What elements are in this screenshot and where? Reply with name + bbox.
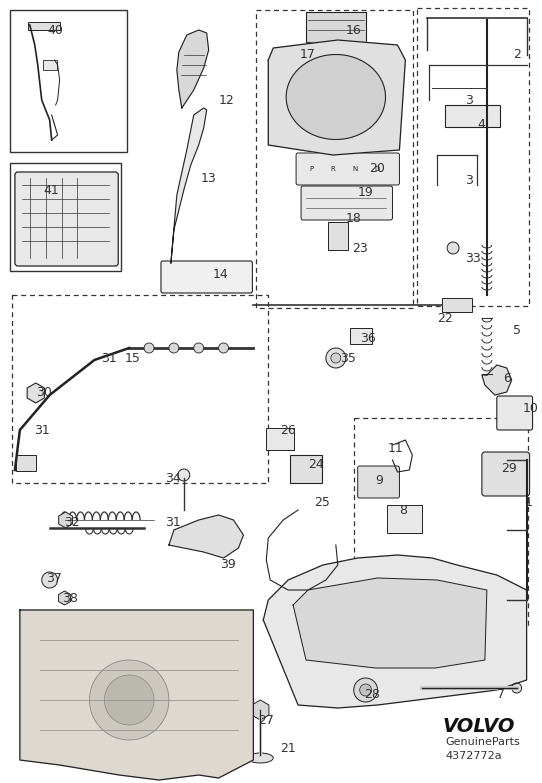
Text: 25: 25 bbox=[314, 496, 330, 508]
FancyBboxPatch shape bbox=[497, 396, 533, 430]
Text: R: R bbox=[331, 166, 335, 172]
Text: 3: 3 bbox=[465, 174, 473, 186]
Bar bbox=[10, 163, 121, 271]
Bar bbox=[10, 10, 127, 152]
Text: 3: 3 bbox=[465, 93, 473, 106]
Text: 10: 10 bbox=[522, 402, 539, 414]
Text: 16: 16 bbox=[346, 23, 362, 37]
Bar bbox=[43, 60, 56, 70]
Polygon shape bbox=[177, 30, 209, 108]
Text: 26: 26 bbox=[280, 424, 296, 436]
Text: 33: 33 bbox=[465, 251, 481, 265]
Bar bbox=[445, 105, 500, 127]
Polygon shape bbox=[20, 610, 253, 780]
Circle shape bbox=[447, 242, 459, 254]
Circle shape bbox=[360, 684, 372, 696]
Bar bbox=[290, 455, 322, 483]
Polygon shape bbox=[263, 555, 527, 708]
Text: 8: 8 bbox=[399, 503, 408, 517]
Text: 20: 20 bbox=[370, 161, 385, 175]
Bar bbox=[16, 455, 36, 471]
Text: 36: 36 bbox=[360, 331, 376, 345]
Circle shape bbox=[42, 572, 57, 588]
FancyBboxPatch shape bbox=[15, 172, 118, 266]
Circle shape bbox=[218, 343, 229, 353]
Bar bbox=[328, 222, 348, 250]
Ellipse shape bbox=[247, 753, 273, 763]
Circle shape bbox=[144, 343, 154, 353]
FancyBboxPatch shape bbox=[296, 153, 399, 185]
Bar bbox=[350, 328, 372, 344]
Text: 31: 31 bbox=[101, 352, 117, 365]
FancyBboxPatch shape bbox=[358, 466, 399, 498]
Text: 29: 29 bbox=[501, 461, 517, 474]
Text: 4: 4 bbox=[477, 118, 485, 132]
Text: 11: 11 bbox=[388, 442, 403, 454]
Circle shape bbox=[331, 353, 341, 363]
Bar bbox=[442, 298, 472, 312]
Circle shape bbox=[354, 678, 378, 702]
Ellipse shape bbox=[286, 55, 385, 139]
Bar bbox=[354, 418, 527, 626]
FancyBboxPatch shape bbox=[161, 261, 253, 293]
Text: 4372772a: 4372772a bbox=[445, 751, 502, 761]
Text: 38: 38 bbox=[62, 591, 78, 604]
Text: 37: 37 bbox=[46, 572, 62, 584]
Text: 31: 31 bbox=[165, 515, 180, 529]
Circle shape bbox=[104, 675, 154, 725]
Bar bbox=[388, 505, 422, 533]
Text: 32: 32 bbox=[63, 515, 79, 529]
Polygon shape bbox=[293, 578, 487, 668]
Text: 17: 17 bbox=[300, 49, 316, 62]
Text: 28: 28 bbox=[364, 688, 379, 702]
Circle shape bbox=[326, 348, 346, 368]
Text: P: P bbox=[309, 166, 313, 172]
Text: 23: 23 bbox=[352, 241, 367, 254]
Circle shape bbox=[512, 683, 521, 693]
Text: 6: 6 bbox=[503, 371, 511, 384]
Text: D: D bbox=[374, 166, 379, 172]
Text: GenuineParts: GenuineParts bbox=[445, 737, 520, 747]
Text: 41: 41 bbox=[44, 183, 60, 197]
Bar bbox=[266, 428, 294, 450]
Text: 40: 40 bbox=[48, 23, 63, 37]
Polygon shape bbox=[171, 108, 207, 263]
Text: 31: 31 bbox=[34, 424, 49, 436]
Text: 39: 39 bbox=[221, 558, 236, 572]
Text: 27: 27 bbox=[259, 713, 274, 727]
Text: 19: 19 bbox=[358, 186, 373, 199]
Text: 13: 13 bbox=[201, 171, 216, 185]
Text: 2: 2 bbox=[513, 49, 520, 62]
Text: 30: 30 bbox=[36, 387, 51, 399]
Text: 24: 24 bbox=[308, 459, 324, 471]
Text: 35: 35 bbox=[340, 352, 356, 365]
FancyBboxPatch shape bbox=[482, 452, 530, 496]
Text: VOLVO: VOLVO bbox=[442, 716, 515, 735]
Text: 15: 15 bbox=[124, 352, 140, 365]
Circle shape bbox=[169, 343, 179, 353]
Text: N: N bbox=[352, 166, 357, 172]
Bar bbox=[256, 10, 414, 308]
Bar bbox=[417, 8, 528, 306]
Circle shape bbox=[89, 660, 169, 740]
Text: 12: 12 bbox=[218, 93, 234, 106]
Text: 1: 1 bbox=[525, 496, 532, 508]
Text: 5: 5 bbox=[513, 323, 521, 337]
Circle shape bbox=[193, 343, 204, 353]
Polygon shape bbox=[482, 365, 512, 395]
Text: 34: 34 bbox=[165, 471, 180, 485]
FancyBboxPatch shape bbox=[301, 186, 392, 220]
Text: 14: 14 bbox=[212, 269, 228, 282]
Polygon shape bbox=[268, 40, 405, 155]
Text: 18: 18 bbox=[346, 211, 362, 225]
Text: 21: 21 bbox=[280, 742, 296, 755]
Bar bbox=[306, 12, 366, 42]
Text: 9: 9 bbox=[376, 474, 383, 486]
Circle shape bbox=[178, 469, 190, 481]
Bar bbox=[12, 295, 268, 483]
Text: 7: 7 bbox=[497, 688, 505, 702]
Polygon shape bbox=[169, 515, 243, 558]
Bar bbox=[28, 22, 60, 30]
Text: 22: 22 bbox=[437, 312, 453, 324]
